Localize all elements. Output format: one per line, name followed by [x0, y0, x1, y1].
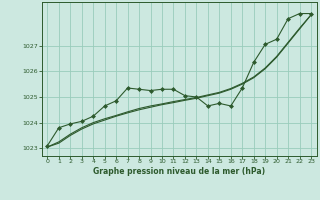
X-axis label: Graphe pression niveau de la mer (hPa): Graphe pression niveau de la mer (hPa) — [93, 167, 265, 176]
